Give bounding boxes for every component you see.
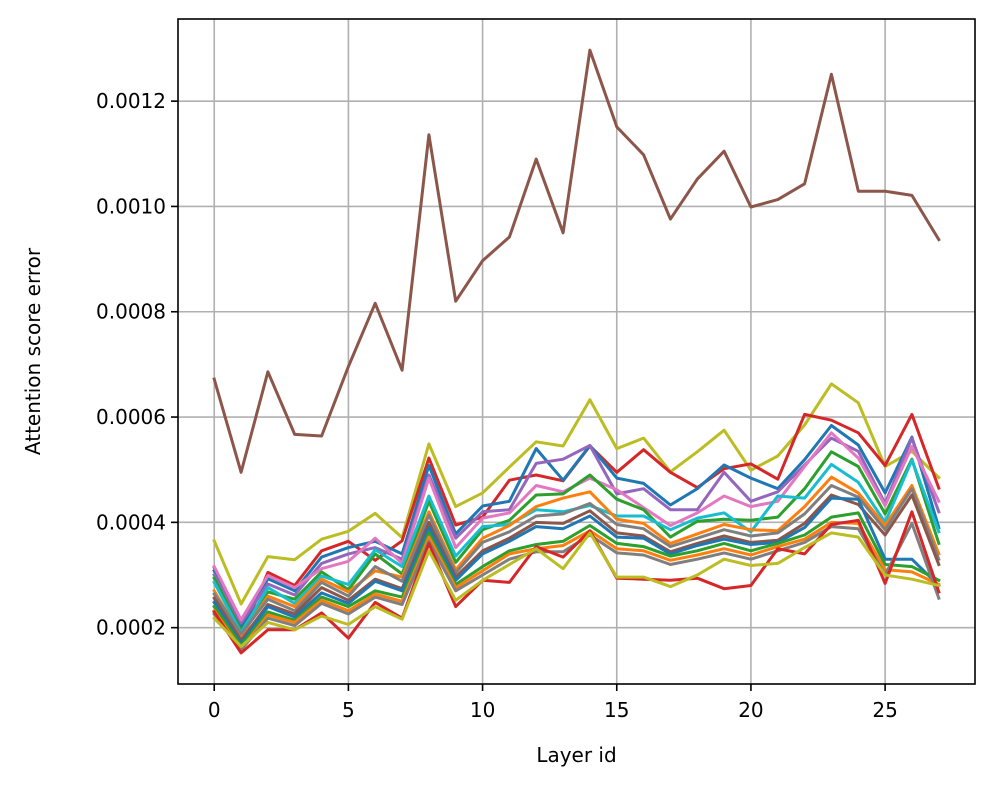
plot-frame (177, 18, 976, 685)
y-tick-label: 0.0012 (96, 89, 166, 113)
x-tick-label: 15 (604, 698, 629, 722)
x-tick-label: 5 (342, 698, 355, 722)
series-line-brown-low (212, 493, 941, 642)
series-line-olive-high (212, 382, 941, 606)
series-line-brown-top (212, 48, 941, 474)
x-tick-label: 10 (470, 698, 495, 722)
series-line-orange-a (212, 475, 941, 638)
y-tick-label: 0.0008 (96, 300, 166, 324)
y-tick-label: 0.0004 (96, 510, 166, 534)
series-line-green-b (212, 511, 941, 648)
y-tick-label: 0.0002 (96, 616, 166, 640)
x-tick-label: 0 (208, 698, 221, 722)
axis-ticks: 0 5 10 15 20 25 0.0002 0.0004 0.0006 0.0008 0.0010… (96, 89, 898, 722)
series-line-blue-b (212, 496, 941, 645)
y-tick-label: 0.0006 (96, 405, 166, 429)
series-line-olive-low (212, 531, 941, 649)
series-lines (212, 48, 941, 655)
y-axis-label: Attention score error (21, 247, 45, 455)
y-tick-label: 0.0010 (96, 194, 166, 218)
series-line-blue-a (212, 424, 941, 630)
series-line-gray-a (212, 484, 941, 636)
x-axis-label: Layer id (536, 743, 616, 767)
x-tick-label: 25 (872, 698, 897, 722)
x-tick-label: 20 (738, 698, 763, 722)
grid-lines (178, 19, 975, 684)
series-line-orange-b (212, 520, 941, 651)
